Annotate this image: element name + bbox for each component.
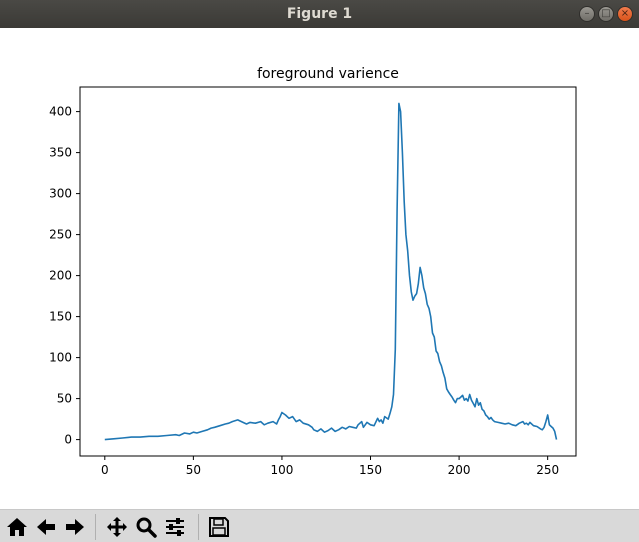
y-tick-label: 50 — [57, 392, 72, 406]
zoom-icon — [136, 517, 157, 538]
forward-button[interactable] — [62, 514, 88, 540]
navigation-toolbar — [0, 509, 639, 542]
plot-area — [79, 86, 577, 457]
toolbar-separator — [95, 514, 96, 540]
line-chart: foreground varience 0 50 100 150 200 250 0 50 1… — [49, 66, 577, 477]
figure-canvas[interactable]: foreground varience 0 50 100 150 200 250 0 50 1… — [0, 28, 639, 509]
back-icon — [37, 519, 55, 535]
minimize-button[interactable]: – — [579, 6, 595, 22]
pan-icon — [107, 517, 127, 537]
x-tick-label: 200 — [448, 463, 471, 477]
x-tick-label: 250 — [536, 463, 559, 477]
y-tick-label: 400 — [49, 105, 72, 119]
y-tick-label: 0 — [64, 433, 72, 447]
x-tick-label: 150 — [359, 463, 382, 477]
save-button[interactable] — [206, 514, 232, 540]
y-tick-label: 300 — [49, 187, 72, 201]
close-button[interactable]: × — [617, 6, 633, 22]
x-axis: 0 50 100 150 200 250 — [101, 456, 559, 477]
y-tick-label: 350 — [49, 146, 72, 160]
home-icon — [7, 518, 27, 536]
x-tick-label: 0 — [101, 463, 109, 477]
close-icon: × — [620, 8, 630, 19]
x-tick-label: 100 — [270, 463, 293, 477]
series-line — [104, 102, 558, 441]
maximize-icon: □ — [601, 8, 611, 19]
save-icon — [209, 517, 229, 537]
pan-button[interactable] — [104, 514, 130, 540]
x-tick-label: 50 — [186, 463, 201, 477]
window-title: Figure 1 — [286, 6, 353, 22]
minimize-icon: – — [584, 8, 590, 19]
zoom-button[interactable] — [133, 514, 159, 540]
y-tick-label: 150 — [49, 310, 72, 324]
y-axis: 0 50 100 150 200 250 300 350 400 — [49, 105, 80, 447]
y-tick-label: 100 — [49, 351, 72, 365]
configure-subplots-button[interactable] — [162, 514, 188, 540]
back-button[interactable] — [33, 514, 59, 540]
y-tick-label: 200 — [49, 269, 72, 283]
toolbar-separator — [198, 514, 199, 540]
chart-title: foreground varience — [257, 66, 399, 82]
forward-icon — [66, 519, 84, 535]
window-titlebar[interactable]: Figure 1 – □ × — [0, 0, 639, 28]
home-button[interactable] — [4, 514, 30, 540]
y-tick-label: 250 — [49, 228, 72, 242]
maximize-button[interactable]: □ — [598, 6, 614, 22]
configure-subplots-icon — [166, 518, 184, 536]
